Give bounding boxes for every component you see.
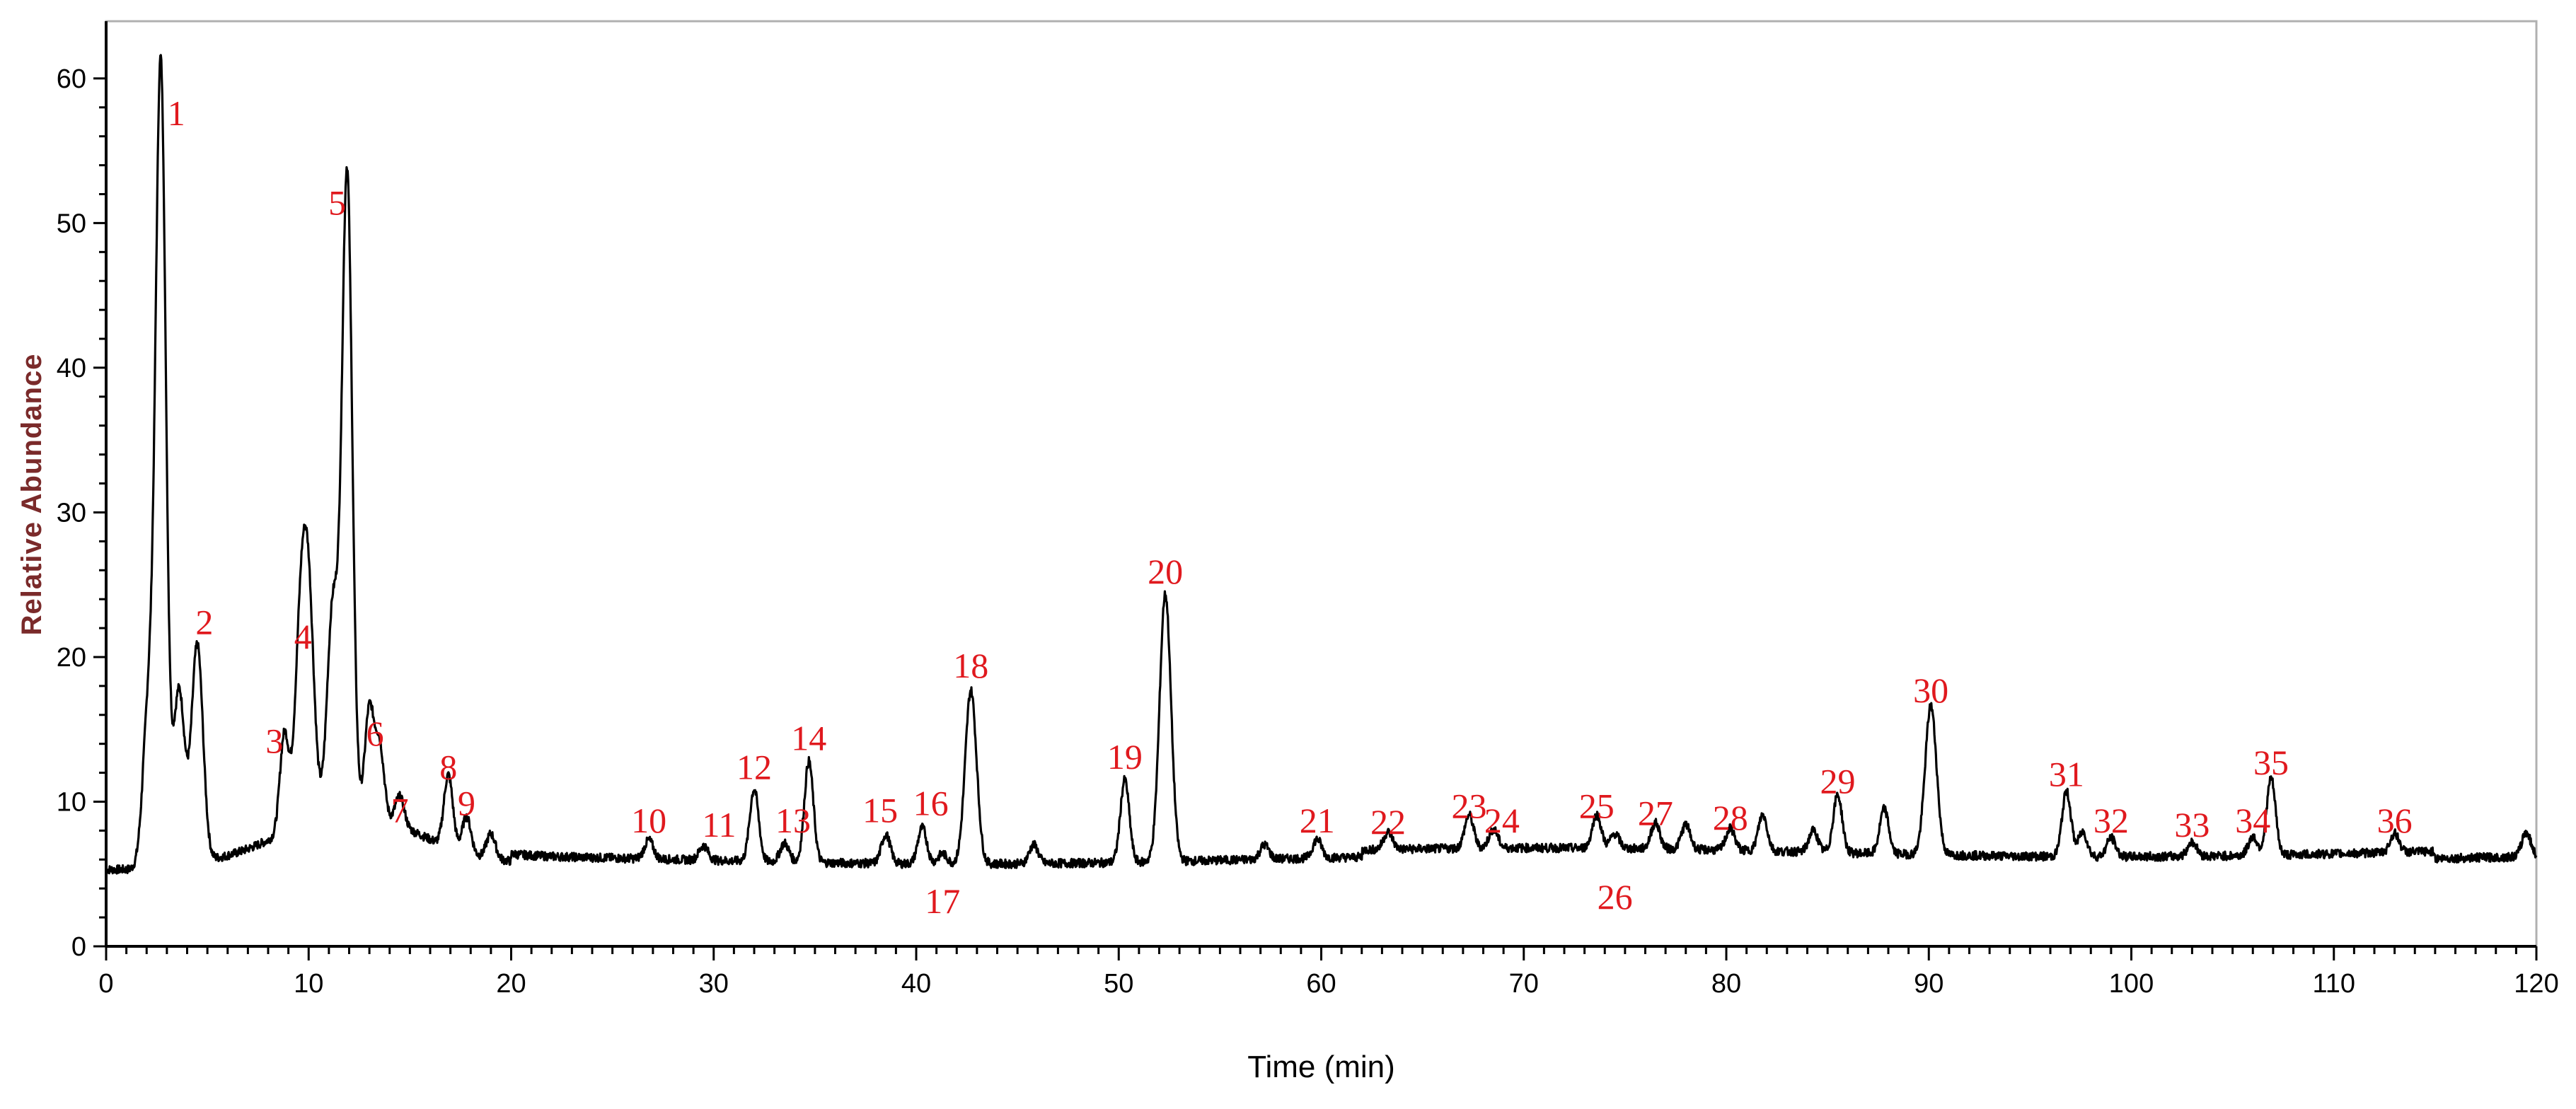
y-tick-label: 40 bbox=[57, 354, 86, 383]
peak-label-13: 13 bbox=[775, 801, 811, 840]
peak-label-35: 35 bbox=[2253, 743, 2289, 782]
peak-label-9: 9 bbox=[458, 783, 475, 823]
y-tick-label: 20 bbox=[57, 643, 86, 673]
peak-label-15: 15 bbox=[862, 791, 898, 830]
peak-label-8: 8 bbox=[439, 747, 457, 786]
x-tick-label: 40 bbox=[901, 969, 931, 999]
peak-label-16: 16 bbox=[913, 783, 949, 823]
peak-label-17: 17 bbox=[925, 881, 960, 921]
peak-label-23: 23 bbox=[1451, 786, 1486, 825]
y-tick-label: 50 bbox=[57, 209, 86, 238]
peak-label-24: 24 bbox=[1484, 801, 1520, 840]
x-tick-label: 10 bbox=[294, 969, 323, 999]
peak-label-18: 18 bbox=[953, 646, 988, 685]
peak-label-2: 2 bbox=[195, 603, 213, 642]
x-tick-label: 120 bbox=[2514, 969, 2558, 999]
peak-label-4: 4 bbox=[294, 617, 312, 656]
peak-label-7: 7 bbox=[391, 791, 409, 830]
peak-label-33: 33 bbox=[2174, 805, 2210, 844]
x-tick-label: 80 bbox=[1711, 969, 1741, 999]
peak-label-31: 31 bbox=[2049, 754, 2084, 794]
x-tick-label: 70 bbox=[1509, 969, 1539, 999]
x-tick-label: 110 bbox=[2312, 969, 2355, 999]
peak-label-12: 12 bbox=[737, 747, 772, 786]
x-tick-label: 30 bbox=[699, 969, 729, 999]
peak-label-28: 28 bbox=[1713, 798, 1748, 837]
x-axis-title: Time (min) bbox=[1247, 1050, 1395, 1084]
y-tick-label: 30 bbox=[57, 498, 86, 528]
peak-label-11: 11 bbox=[702, 805, 736, 844]
peak-label-32: 32 bbox=[2093, 801, 2129, 840]
peak-label-6: 6 bbox=[366, 714, 384, 753]
y-axis: 0 10 20 30 40 50 60 bbox=[57, 21, 108, 962]
x-tick-label: 100 bbox=[2109, 969, 2154, 999]
peak-label-34: 34 bbox=[2235, 801, 2270, 840]
peak-label-1: 1 bbox=[168, 93, 185, 133]
x-axis: 0 10 20 30 40 50 60 70 80 90 100 110 120 bbox=[98, 945, 2559, 999]
peak-label-26: 26 bbox=[1598, 877, 1633, 917]
x-tick-label: 60 bbox=[1306, 969, 1336, 999]
peak-label-36: 36 bbox=[2377, 801, 2413, 840]
x-tick-label: 90 bbox=[1914, 969, 1943, 999]
chromatogram-trace bbox=[105, 54, 2538, 875]
peak-label-25: 25 bbox=[1579, 786, 1615, 825]
peak-label-5: 5 bbox=[328, 183, 346, 223]
peak-label-14: 14 bbox=[791, 718, 826, 757]
x-tick-label: 20 bbox=[496, 969, 526, 999]
peak-label-27: 27 bbox=[1638, 794, 1673, 833]
y-tick-label: 0 bbox=[71, 932, 86, 962]
x-tick-label: 50 bbox=[1104, 969, 1133, 999]
peak-label-29: 29 bbox=[1820, 762, 1855, 801]
peak-label-22: 22 bbox=[1370, 802, 1406, 842]
peak-label-10: 10 bbox=[631, 801, 666, 840]
y-tick-label: 60 bbox=[57, 64, 86, 94]
x-tick-label: 0 bbox=[98, 969, 113, 999]
peak-label-19: 19 bbox=[1107, 737, 1143, 777]
y-tick-label: 10 bbox=[57, 787, 86, 817]
y-axis-title: Relative Abundance bbox=[16, 354, 47, 636]
peak-label-20: 20 bbox=[1148, 552, 1183, 591]
peak-label-21: 21 bbox=[1300, 801, 1335, 840]
peak-label-3: 3 bbox=[265, 721, 283, 760]
peak-label-30: 30 bbox=[1913, 670, 1948, 710]
